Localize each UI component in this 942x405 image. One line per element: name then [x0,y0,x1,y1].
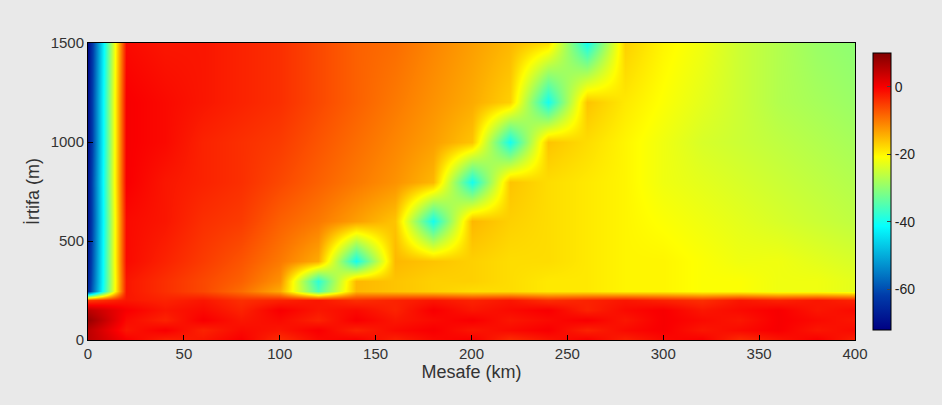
svg-text:500: 500 [59,232,84,249]
svg-text:150: 150 [363,345,388,362]
svg-text:0: 0 [84,345,92,362]
svg-text:-60: -60 [895,281,915,297]
svg-text:350: 350 [747,345,772,362]
svg-text:50: 50 [176,345,193,362]
svg-text:-20: -20 [895,146,915,162]
svg-text:300: 300 [651,345,676,362]
svg-text:0: 0 [895,79,903,95]
svg-text:400: 400 [842,345,867,362]
svg-text:-40: -40 [895,214,915,230]
svg-text:1500: 1500 [51,34,84,51]
svg-text:250: 250 [555,345,580,362]
svg-text:İrtifa (m): İrtifa (m) [23,158,43,225]
svg-text:Mesafe (km): Mesafe (km) [421,362,521,382]
svg-text:200: 200 [459,345,484,362]
svg-text:0: 0 [76,331,84,348]
svg-text:1000: 1000 [51,133,84,150]
svg-text:100: 100 [267,345,292,362]
